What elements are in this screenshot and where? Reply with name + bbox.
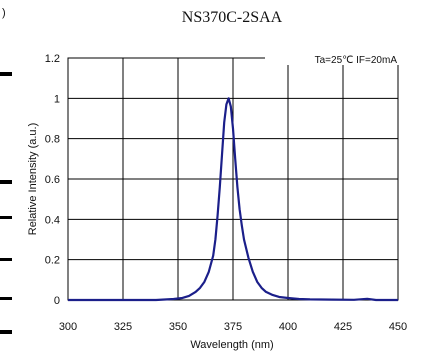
y-tick-labels: 0 0.2 0.4 0.6 0.8 1 1.2 (45, 53, 60, 307)
y-tick-label: 1.2 (45, 53, 60, 65)
x-tick-labels: 300 325 350 375 400 425 450 (59, 321, 407, 333)
x-axis-label: Wavelength (nm) (190, 339, 273, 351)
page-edge-marks (0, 72, 12, 334)
x-tick-label: 350 (169, 321, 187, 333)
x-tick-label: 300 (59, 321, 77, 333)
x-tick-label: 450 (389, 321, 407, 333)
x-tick-label: 375 (224, 321, 242, 333)
page-fragment-text: ) (2, 7, 6, 19)
y-tick-label: 0.6 (45, 174, 60, 186)
spectrum-series-line (68, 97, 398, 302)
y-tick-label: 0.8 (45, 134, 60, 146)
condition-label: Ta=25℃ IF=20mA (315, 55, 398, 66)
x-tick-label: 425 (334, 321, 352, 333)
grid-lines (67, 57, 399, 301)
edge-mark (0, 216, 12, 219)
x-tick-label: 325 (114, 321, 132, 333)
chart-title: NS370C-2SAA (182, 9, 283, 26)
plot-frame (67, 57, 399, 301)
y-tick-label: 0 (54, 295, 60, 307)
edge-mark (0, 258, 12, 261)
edge-mark (0, 180, 12, 184)
edge-mark (0, 72, 12, 76)
condition-label-bg (265, 53, 399, 65)
y-tick-label: 1 (54, 93, 60, 105)
series-layer (68, 97, 398, 302)
x-tick-label: 400 (279, 321, 297, 333)
edge-mark (0, 297, 12, 300)
y-axis-label: Relative Intensity (a.u.) (27, 123, 39, 236)
y-tick-label: 0.2 (45, 255, 60, 267)
y-tick-label: 0.4 (45, 214, 60, 226)
edge-mark (0, 330, 12, 334)
